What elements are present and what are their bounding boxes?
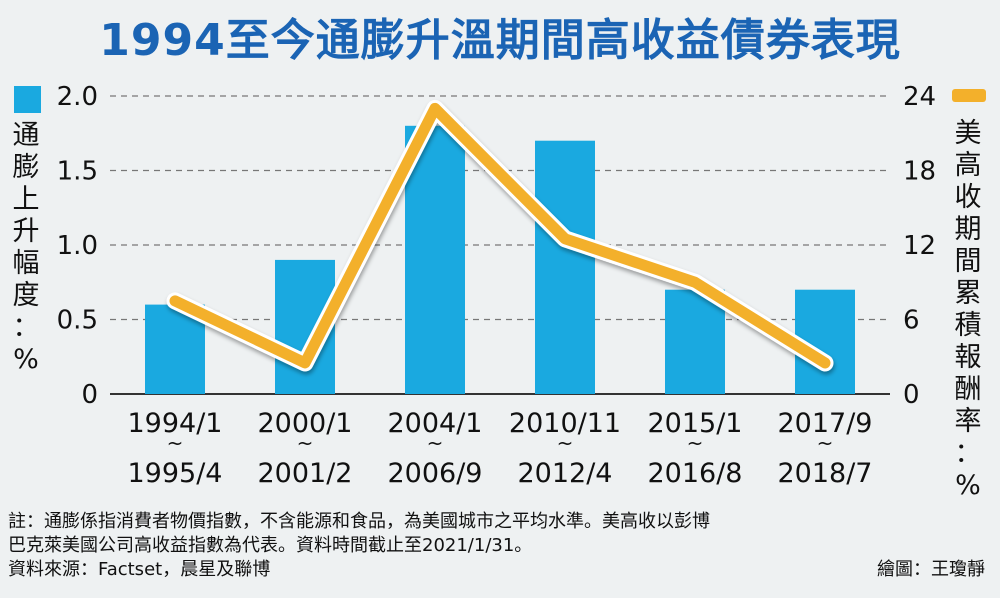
bar: [535, 140, 595, 394]
y-axis-left-label-char: 通: [12, 120, 40, 151]
x-tick-label-end: 2012/4: [518, 458, 613, 489]
x-tick-label-separator: ~: [427, 431, 444, 455]
x-tick-label-end: 1995/4: [128, 458, 223, 489]
y-right-tick-label: 6: [903, 306, 920, 336]
x-tick-label-end: 2006/9: [388, 458, 483, 489]
y-axis-right-label-char: 酬: [954, 374, 982, 405]
y-axis-left-label-char: ：: [12, 312, 40, 343]
y-axis-right-label-char: 累: [954, 278, 982, 309]
y-axis-left-label-char: 升: [12, 216, 40, 247]
legend-swatch-line: [952, 89, 986, 102]
y-axis-left-label-char: 上: [12, 184, 40, 215]
bar: [405, 125, 465, 395]
y-axis-right-label-char: 高: [954, 150, 982, 181]
y-right-tick-label: 12: [903, 231, 936, 261]
x-tick-label-start: 1994/1: [128, 408, 223, 439]
y-axis-right-label-char: 收: [954, 182, 982, 213]
y-right-tick-label: 0: [903, 380, 920, 410]
y-axis-left-label-char: 幅: [12, 248, 40, 279]
y-axis-right-label-char: 期: [954, 214, 982, 245]
y-axis-left-label-char: 度: [12, 280, 40, 311]
note-line-2: 巴克萊美國公司高收益指數為代表。資料時間截止至2021/1/31。: [8, 535, 533, 556]
x-tick-label-start: 2015/1: [648, 408, 743, 439]
credit-text: 繪圖：王瓊靜: [877, 559, 985, 580]
y-axis-right-label-char: 美: [954, 118, 982, 149]
x-tick-label-start: 2004/1: [388, 408, 483, 439]
x-tick-label-end: 2018/7: [778, 458, 873, 489]
y-axis-left-label-char: 膨: [12, 152, 40, 183]
y-axis-left-label-char: %: [13, 344, 39, 375]
y-axis-right-label-char: 間: [954, 246, 982, 277]
y-axis-right-label-char: 積: [954, 310, 982, 341]
x-tick-label-start: 2017/9: [778, 408, 873, 439]
y-left-tick-label: 1.5: [57, 157, 98, 187]
x-tick-label-separator: ~: [167, 431, 184, 455]
x-tick-label-end: 2001/2: [258, 458, 353, 489]
y-left-tick-label: 2.0: [57, 82, 98, 112]
y-axis-right-label: 美高收期間累積報酬率：%: [952, 118, 984, 502]
series-line: [169, 102, 831, 369]
x-tick-label-separator: ~: [557, 431, 574, 455]
x-tick-label-start: 2000/1: [258, 408, 353, 439]
y-right-tick-label: 18: [903, 157, 936, 187]
y-axis-right-label-char: %: [955, 470, 981, 501]
series-line-outline: [166, 99, 834, 372]
y-axis-right-label-char: 率: [954, 406, 982, 437]
y-right-tick-label: 24: [903, 82, 936, 112]
y-axis-left-label: 通膨上升幅度：%: [10, 120, 42, 376]
bar: [665, 289, 725, 394]
x-tick-label-end: 2016/8: [648, 458, 743, 489]
y-left-tick-label: 1.0: [57, 231, 98, 261]
chart-title: 1994至今通膨升溫期間高收益債券表現: [99, 15, 901, 66]
y-axis-right-label-char: 報: [954, 342, 982, 373]
source-text: 資料來源：Factset，晨星及聯博: [8, 559, 271, 580]
legend-swatch-bar: [14, 86, 41, 113]
y-left-tick-label: 0.5: [57, 306, 98, 336]
note-line-1: 註：通膨係指消費者物價指數，不含能源和食品，為美國城市之平均水準。美高收以彭博: [8, 511, 710, 532]
x-tick-label-separator: ~: [817, 431, 834, 455]
y-left-tick-label: 0: [81, 380, 98, 410]
footnote: 註：通膨係指消費者物價指數，不含能源和食品，為美國城市之平均水準。美高收以彭博 …: [8, 510, 993, 582]
x-tick-label-separator: ~: [297, 431, 314, 455]
x-tick-label-start: 2010/11: [509, 408, 621, 439]
y-axis-right-label-char: ：: [954, 438, 982, 469]
x-tick-label-separator: ~: [687, 431, 704, 455]
